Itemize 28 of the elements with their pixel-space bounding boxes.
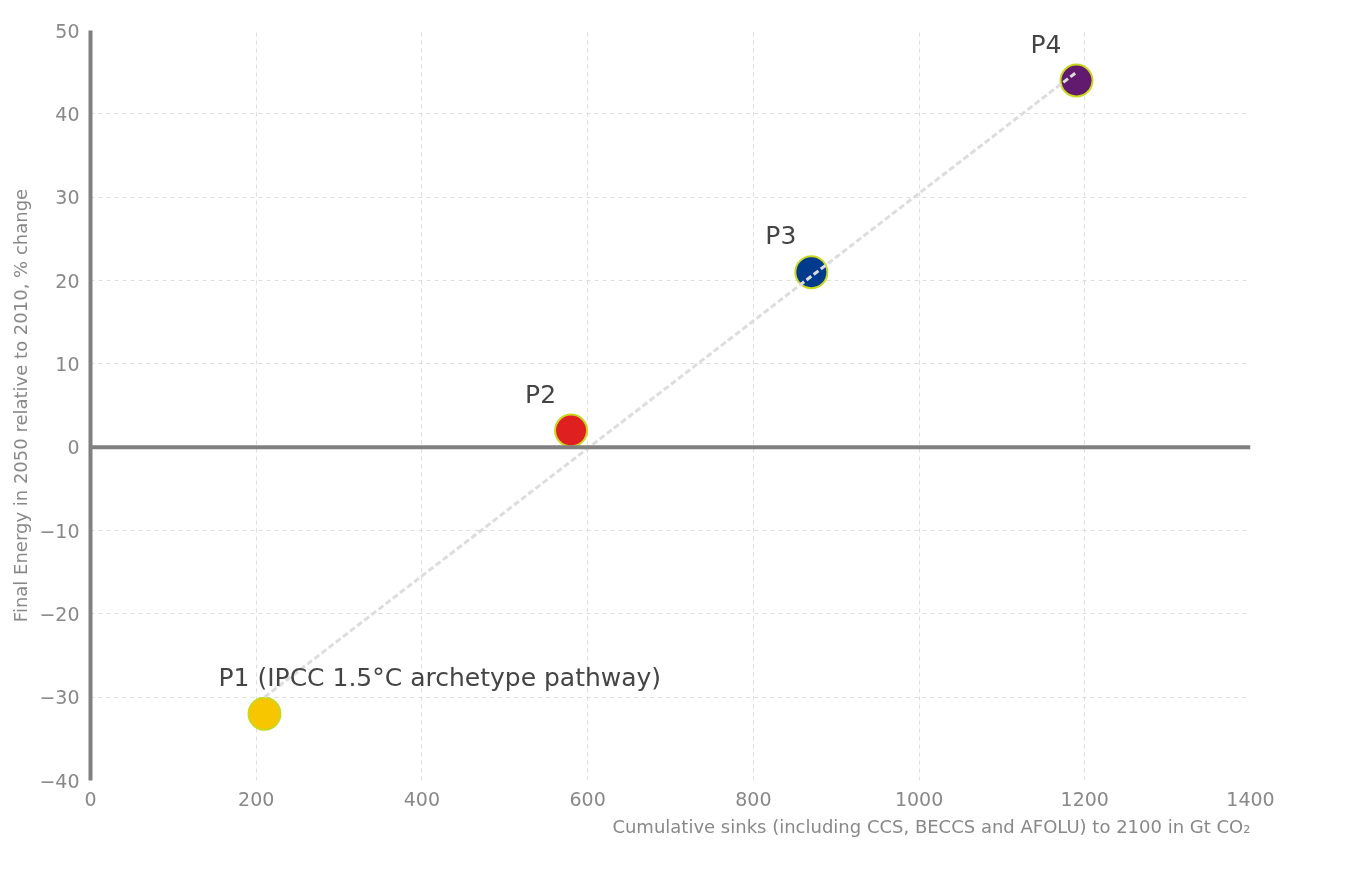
point: [554, 413, 589, 448]
y-tick-label: 0: [67, 436, 80, 459]
y-tick-label: −30: [39, 686, 80, 709]
y-tick-label: −10: [39, 519, 80, 542]
x-tick-label: 200: [238, 787, 275, 810]
y-tick-label: 50: [55, 19, 80, 42]
y-tick-label: −40: [39, 769, 80, 792]
point: [794, 255, 829, 290]
x-tick-label: 1200: [1060, 787, 1109, 810]
annotation: P4: [1030, 29, 1062, 59]
y-tick-label: 20: [55, 269, 80, 292]
annotation: P1 (IPCC 1.5°C archetype pathway): [218, 662, 662, 692]
y-axis-title: Final Energy in 2050 relative to 2010, % change: [10, 188, 32, 623]
x-tick-label: 600: [569, 787, 606, 810]
x-tick-label: 1000: [894, 787, 944, 810]
annotation: P2: [525, 379, 557, 409]
x-axis-title: Cumulative sinks (including CCS, BECCS and AFOLU) to 2100 in Gt CO₂: [612, 815, 1251, 837]
annotation: P3: [765, 221, 797, 251]
x-tick-label: 400: [403, 787, 441, 810]
y-tick-label: 30: [55, 186, 80, 209]
x-tick-label: 0: [84, 787, 97, 810]
y-tick-label: 10: [55, 352, 80, 375]
x-tick-label: 1400: [1226, 787, 1275, 810]
point: [247, 696, 282, 731]
point: [1059, 63, 1094, 98]
y-tick-label: −20: [39, 602, 80, 625]
x-tick-label: 800: [735, 787, 772, 810]
y-tick-label: 40: [55, 102, 80, 125]
